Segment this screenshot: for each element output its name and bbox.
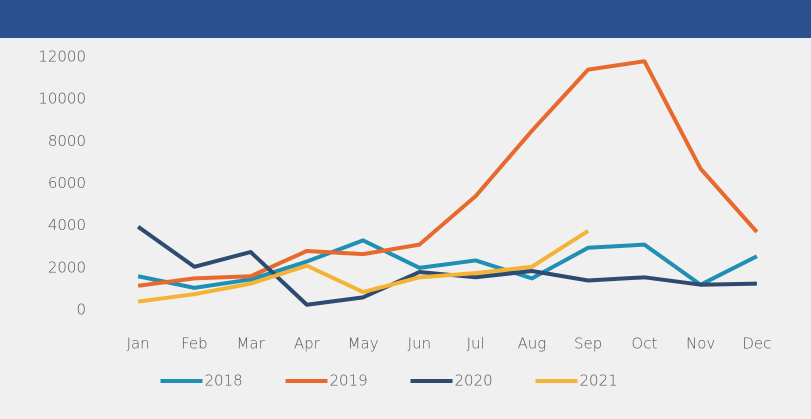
series-line xyxy=(137,59,759,288)
x-tick-label: Aug xyxy=(517,335,546,353)
legend-label: 2018 xyxy=(205,372,243,390)
x-tick-label: Jul xyxy=(467,335,485,353)
x-tick-label: Jan xyxy=(127,335,150,353)
y-tick-label: 6000 xyxy=(48,174,86,192)
x-tick-label: Apr xyxy=(294,335,321,353)
series-line xyxy=(137,238,758,290)
x-tick-label: Nov xyxy=(686,335,715,353)
y-tick-label: 4000 xyxy=(48,216,86,234)
series-line xyxy=(137,229,590,304)
y-tick-label: 2000 xyxy=(48,258,86,276)
x-tick-label: Feb xyxy=(181,335,208,353)
legend-label: 2019 xyxy=(330,372,368,390)
y-tick-label: 0 xyxy=(76,301,86,319)
legend-label: 2020 xyxy=(455,372,493,390)
x-tick-label: Jun xyxy=(408,335,431,353)
x-tick-label: May xyxy=(348,335,379,353)
x-tick-label: Mar xyxy=(236,335,265,353)
x-tick-label: Oct xyxy=(631,335,657,353)
x-tick-label: Sep xyxy=(574,335,602,353)
y-tick-label: 8000 xyxy=(48,132,86,150)
y-tick-label: 12000 xyxy=(38,48,86,66)
legend-label: 2021 xyxy=(580,372,618,390)
header-bar xyxy=(0,0,811,38)
y-tick-label: 10000 xyxy=(38,90,86,108)
x-tick-label: Dec xyxy=(742,335,771,353)
